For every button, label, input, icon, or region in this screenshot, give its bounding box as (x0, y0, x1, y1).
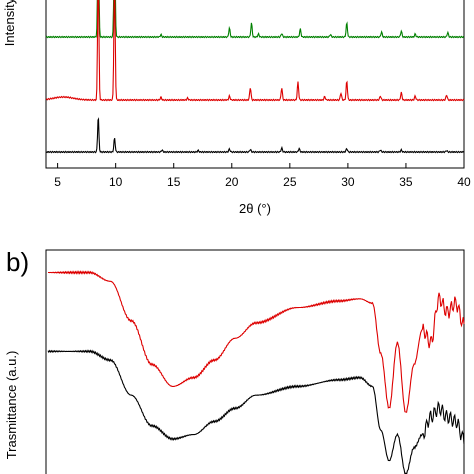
xrd-series-group (45, 0, 465, 154)
xrd-series-line-1 (45, 0, 464, 39)
ftir-series-group (47, 270, 465, 474)
xrd-x-tick-label: 10 (109, 175, 123, 189)
ftir-panel: b) Trasmittance (a.u.) (4, 247, 465, 474)
xrd-series-line-3 (45, 117, 465, 154)
xrd-x-tick-label: 15 (167, 175, 181, 189)
panel-b-label: b) (6, 247, 29, 277)
xrd-x-tick-label: 25 (283, 175, 297, 189)
xrd-series-line-2 (45, 0, 465, 102)
xrd-x-tick-label: 30 (341, 175, 355, 189)
ftir-y-axis-label: Trasmittance (a.u.) (4, 351, 19, 460)
ftir-series-line-1 (48, 270, 465, 413)
ftir-series-line-2 (47, 349, 465, 474)
xrd-x-axis-label: 2θ (°) (239, 201, 271, 216)
xrd-x-tick-label: 20 (225, 175, 239, 189)
xrd-x-tick-label: 5 (54, 175, 61, 189)
ftir-plot-frame (45, 249, 465, 474)
xrd-y-axis-label: Intensity (2, 0, 17, 46)
xrd-panel: Intensity 5 10 15 20 25 30 35 40 2θ (°) (2, 0, 471, 216)
xrd-plot-frame (45, 0, 465, 169)
xrd-x-tick-label: 40 (457, 175, 471, 189)
xrd-ticks-group: 5 10 15 20 25 30 35 40 (54, 163, 471, 189)
xrd-x-tick-label: 35 (399, 175, 413, 189)
